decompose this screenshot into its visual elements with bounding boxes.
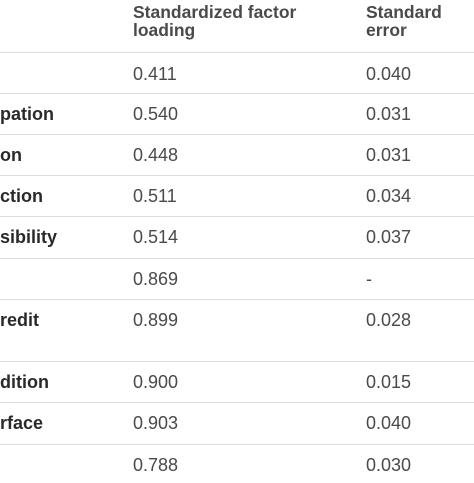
error-value: 0.037 [366,227,412,247]
table-row: pation 0.540 0.031 [0,94,474,135]
row-label: ction [0,186,43,206]
error-value: 0.031 [366,145,412,165]
error-value: 0.015 [366,372,412,392]
error-value: 0.040 [366,64,412,84]
loading-value: 0.900 [133,372,179,392]
loading-value: 0.788 [133,455,179,475]
table-row: 0.788 0.030 [0,445,474,483]
loading-value: 0.411 [133,64,177,84]
row-label: pation [0,104,54,124]
row-label: dition [0,372,49,392]
loading-value: 0.540 [133,104,179,124]
table-row: redit 0.899 0.028 [0,300,474,362]
table-row: sibility 0.514 0.037 [0,217,474,259]
loading-value: 0.869 [133,269,179,289]
row-label: on [0,145,22,165]
error-value: 0.028 [366,310,412,330]
table-row: 0.411 0.040 [0,53,474,94]
table-row: ction 0.511 0.034 [0,176,474,217]
header-standardized-factor-loading: Standardized factor loading [133,2,297,40]
loading-value: 0.448 [133,145,179,165]
row-label: sibility [0,227,58,247]
table-row: 0.869 - [0,259,474,300]
error-value: - [366,269,372,289]
row-label: redit [0,310,40,330]
table-header: Standardized factor loading Standard err… [0,0,474,53]
table-row: rface 0.903 0.040 [0,403,474,445]
loading-value: 0.903 [133,413,179,433]
table-row: on 0.448 0.031 [0,135,474,176]
table-row: dition 0.900 0.015 [0,362,474,403]
error-value: 0.034 [366,186,412,206]
error-value: 0.030 [366,455,412,475]
loading-value: 0.514 [133,227,179,247]
error-value: 0.031 [366,104,412,124]
loading-value: 0.899 [133,310,179,330]
error-value: 0.040 [366,413,412,433]
loading-value: 0.511 [133,186,177,206]
header-standard-error: Standard error [366,2,442,40]
row-label: rface [0,413,44,433]
